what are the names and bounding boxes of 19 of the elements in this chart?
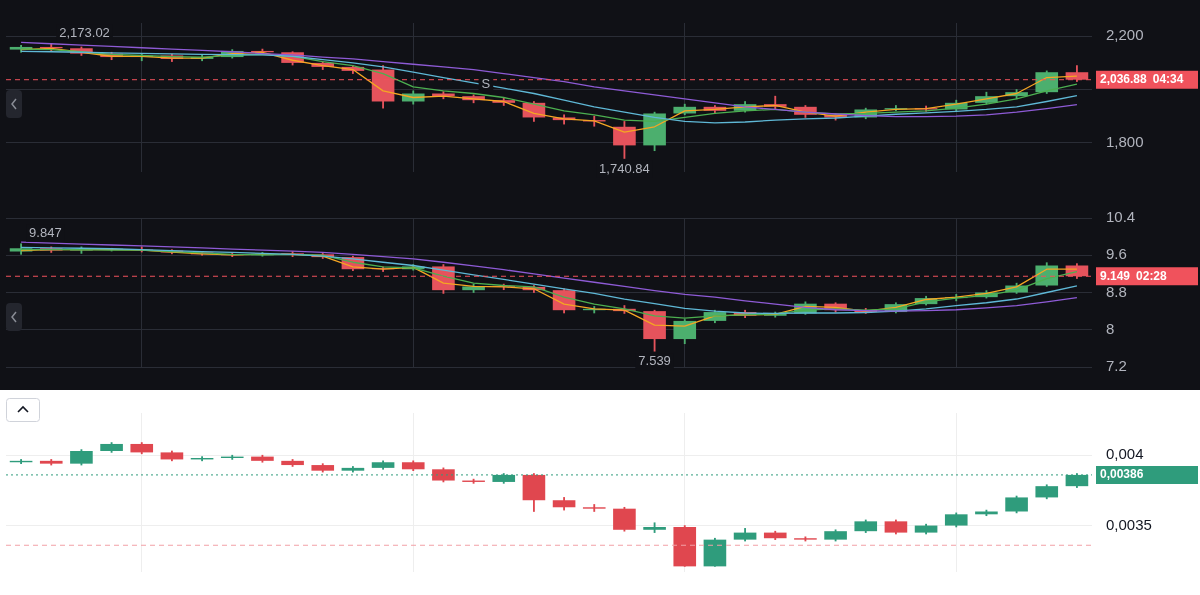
annotation: 9.847 xyxy=(29,224,62,240)
y-tick-label: 8.8 xyxy=(1106,282,1127,300)
annotation: 7.539 xyxy=(638,353,671,369)
y-tick-label: 1,800 xyxy=(1106,132,1144,150)
text: 02:28 xyxy=(1136,268,1168,283)
y-tick-label: 9.6 xyxy=(1106,245,1127,263)
text: 04:34 xyxy=(1152,72,1184,87)
ref-line-label: 0,00386 xyxy=(1100,467,1144,482)
annotation: 1,740.84 xyxy=(599,160,650,176)
ref-line-label: 2,036.88 xyxy=(1100,72,1148,87)
y-tick-label: 8 xyxy=(1106,319,1115,337)
y-tick-label: 7.2 xyxy=(1106,357,1127,375)
y-tick-label: 0,0035 xyxy=(1106,515,1152,533)
annotation: S xyxy=(481,75,491,91)
y-tick-label: 10.4 xyxy=(1106,208,1136,226)
ref-line-label: 9.149 xyxy=(1100,268,1131,283)
annotation: 2,173.02 xyxy=(59,24,110,40)
y-tick-label: 0,004 xyxy=(1106,445,1144,463)
y-tick-label: 2,200 xyxy=(1106,26,1144,44)
